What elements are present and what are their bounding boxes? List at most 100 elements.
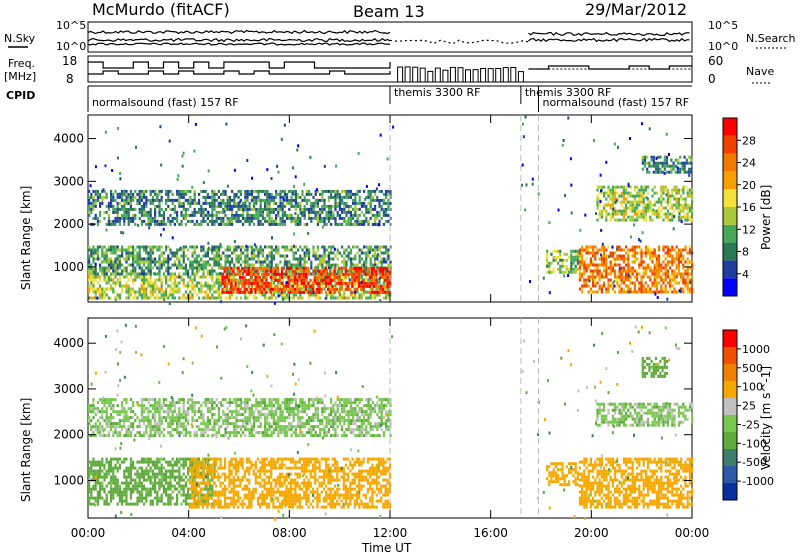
heatmap-cell bbox=[184, 463, 187, 467]
heatmap-speck bbox=[315, 188, 318, 192]
heatmap-cell bbox=[598, 263, 601, 267]
heatmap-cell bbox=[160, 278, 163, 282]
heatmap-cell bbox=[231, 219, 234, 223]
heatmap-cell bbox=[327, 263, 330, 267]
heatmap-cell bbox=[325, 248, 328, 252]
heatmap-cell bbox=[675, 275, 678, 279]
heatmap-cell bbox=[105, 457, 108, 461]
heatmap-cell bbox=[99, 490, 102, 494]
heatmap-cell bbox=[202, 201, 205, 205]
heatmap-cell bbox=[352, 198, 355, 202]
heatmap-cell bbox=[145, 257, 148, 261]
heatmap-cell bbox=[266, 257, 269, 261]
heatmap-cell bbox=[373, 269, 376, 273]
heatmap-cell bbox=[385, 293, 388, 297]
heatmap-cell bbox=[334, 263, 337, 267]
heatmap-cell bbox=[264, 293, 267, 297]
heatmap-cell bbox=[226, 269, 229, 273]
heatmap-cell bbox=[356, 290, 359, 294]
heatmap-cell bbox=[614, 191, 617, 195]
heatmap-cell bbox=[112, 457, 115, 461]
heatmap-cell bbox=[189, 296, 192, 300]
heatmap-cell bbox=[149, 251, 152, 255]
heatmap-cell bbox=[206, 293, 209, 297]
heatmap-cell bbox=[204, 275, 207, 279]
heatmap-cell bbox=[347, 254, 350, 258]
heatmap-cell bbox=[647, 248, 650, 252]
heatmap-cell bbox=[99, 219, 102, 223]
heatmap-cell bbox=[147, 219, 150, 223]
heatmap-cell bbox=[123, 490, 126, 494]
heatmap-cell bbox=[258, 290, 261, 294]
heatmap-cell bbox=[96, 189, 99, 193]
heatmap-cell bbox=[223, 281, 226, 285]
heatmap-cell bbox=[101, 251, 104, 255]
heatmap-cell bbox=[136, 201, 139, 205]
heatmap-cell bbox=[154, 487, 157, 491]
heatmap-cell bbox=[587, 284, 590, 288]
heatmap-cell bbox=[237, 278, 240, 282]
heatmap-cell bbox=[248, 216, 251, 220]
heatmap-specks bbox=[89, 115, 694, 305]
heatmap-cell bbox=[198, 269, 201, 273]
heatmap-cell bbox=[349, 287, 352, 291]
heatmap-cell bbox=[578, 272, 581, 276]
heatmap-cell bbox=[96, 287, 99, 291]
heatmap-cell bbox=[140, 493, 143, 497]
heatmap-cell bbox=[182, 499, 185, 503]
heatmap-cell bbox=[173, 204, 176, 208]
heatmap-cell bbox=[215, 248, 218, 252]
heatmap-cell bbox=[341, 272, 344, 276]
heatmap-cell bbox=[182, 260, 185, 264]
heatmap-cell bbox=[125, 201, 128, 205]
heatmap-cell bbox=[231, 213, 234, 217]
heatmap-cell bbox=[187, 201, 190, 205]
heatmap-cell bbox=[329, 275, 332, 279]
heatmap-cell bbox=[592, 245, 595, 249]
heatmap-cell bbox=[154, 496, 157, 500]
heatmap-cell bbox=[90, 263, 93, 267]
heatmap-speck bbox=[570, 253, 573, 257]
heatmap-cell bbox=[167, 496, 170, 500]
heatmap-cell bbox=[138, 472, 141, 476]
heatmap-cell bbox=[158, 260, 161, 264]
heatmap-cell bbox=[633, 212, 636, 216]
heatmap-cell bbox=[618, 269, 621, 273]
heatmap-speck bbox=[337, 270, 340, 274]
heatmap-cell bbox=[649, 206, 652, 210]
heatmap-cell bbox=[360, 263, 363, 267]
heatmap-cell bbox=[147, 272, 150, 276]
heatmap-speck bbox=[600, 253, 602, 257]
heatmap-cell bbox=[371, 222, 374, 226]
heatmap-cell bbox=[121, 481, 124, 485]
heatmap-cell bbox=[184, 496, 187, 500]
heatmap-cell bbox=[277, 290, 280, 294]
heatmap-cell bbox=[94, 201, 97, 205]
heatmap-cell bbox=[666, 269, 669, 273]
heatmap-cell bbox=[209, 213, 212, 217]
heatmap-cell bbox=[258, 278, 261, 282]
heatmap-cell bbox=[222, 207, 225, 211]
heatmap-cell bbox=[140, 281, 143, 285]
heatmap-cell bbox=[99, 290, 102, 294]
heatmap-cell bbox=[356, 296, 359, 300]
heatmap-cell bbox=[627, 269, 630, 273]
heatmap-cell bbox=[158, 254, 161, 258]
heatmap-cell bbox=[178, 201, 181, 205]
heatmap-speck bbox=[207, 241, 210, 245]
heatmap-cell bbox=[143, 287, 146, 291]
heatmap-cell bbox=[184, 272, 187, 276]
heatmap-cell bbox=[231, 207, 234, 211]
heatmap-cell bbox=[682, 215, 685, 219]
heatmap-speck bbox=[104, 130, 107, 134]
heatmap-cell bbox=[330, 222, 333, 226]
heatmap-cell bbox=[377, 266, 380, 270]
heatmap-speck bbox=[309, 155, 312, 159]
heatmap-cell bbox=[149, 284, 152, 288]
heatmap-cell bbox=[686, 281, 689, 285]
heatmap-cell bbox=[658, 281, 661, 285]
heatmap-cell bbox=[684, 212, 687, 216]
heatmap-cell bbox=[223, 278, 226, 282]
heatmap-cell bbox=[307, 266, 310, 270]
heatmap-cell bbox=[649, 290, 652, 294]
